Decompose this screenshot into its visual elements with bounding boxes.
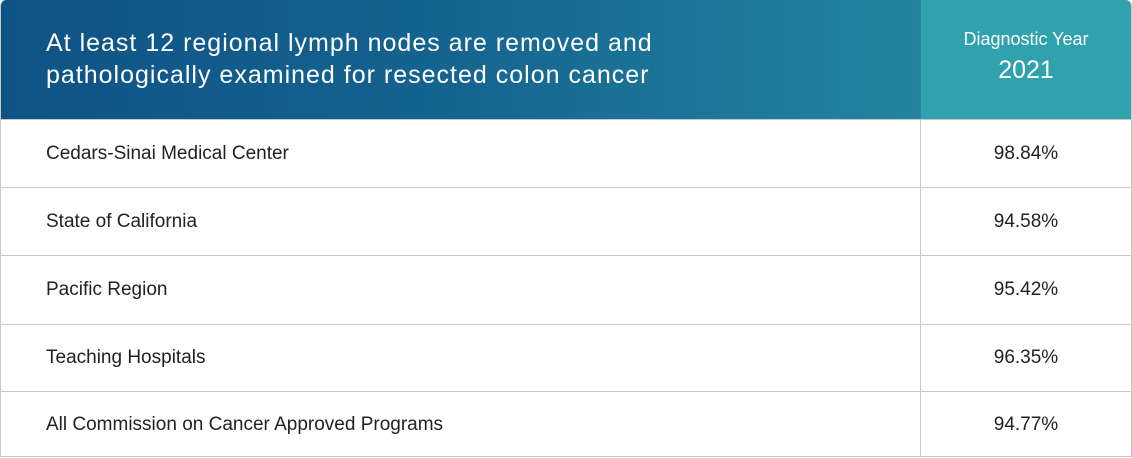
row-name: Pacific Region	[1, 256, 921, 324]
table-row: All Commission on Cancer Approved Progra…	[1, 391, 1131, 456]
row-name: Cedars-Sinai Medical Center	[1, 120, 921, 187]
row-name: All Commission on Cancer Approved Progra…	[1, 392, 921, 456]
table-header: At least 12 regional lymph nodes are rem…	[1, 0, 1131, 119]
table-row: Teaching Hospitals 96.35%	[1, 324, 1131, 391]
row-value: 96.35%	[993, 347, 1059, 368]
row-value: 95.42%	[993, 279, 1059, 300]
table-row: State of California 94.58%	[1, 187, 1131, 255]
year-header: Diagnostic Year 2021	[921, 0, 1131, 119]
measure-title: At least 12 regional lymph nodes are rem…	[1, 0, 921, 119]
title-line-1: At least 12 regional lymph nodes are rem…	[46, 29, 653, 57]
row-value: 98.84%	[993, 142, 1059, 164]
column-label: Diagnostic Year	[963, 29, 1089, 49]
year-label: 2021	[998, 56, 1054, 84]
table-row: Cedars-Sinai Medical Center 98.84%	[1, 119, 1131, 187]
title-line-2: pathologically examined for resected col…	[46, 61, 650, 89]
row-name: Teaching Hospitals	[1, 325, 921, 391]
row-name: State of California	[1, 188, 921, 255]
row-value: 94.58%	[993, 210, 1059, 232]
table-row: Pacific Region 95.42%	[1, 255, 1131, 324]
row-value: 94.77%	[993, 413, 1059, 435]
